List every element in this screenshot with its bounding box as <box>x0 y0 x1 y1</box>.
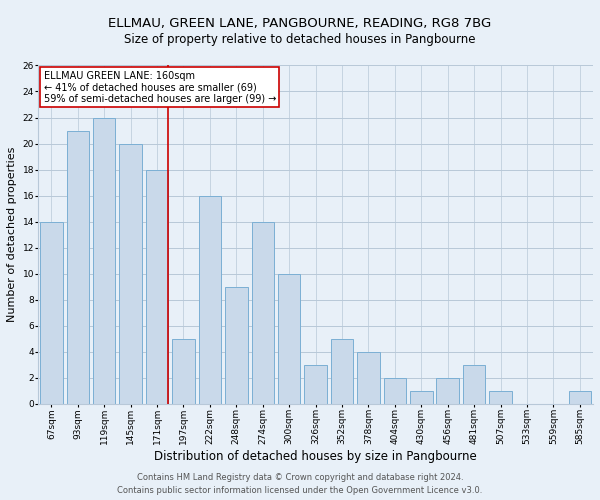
Bar <box>463 365 485 404</box>
Bar <box>331 339 353 404</box>
Bar <box>40 222 62 404</box>
Bar <box>199 196 221 404</box>
Text: Contains HM Land Registry data © Crown copyright and database right 2024.
Contai: Contains HM Land Registry data © Crown c… <box>118 474 482 495</box>
Bar <box>172 339 195 404</box>
Bar <box>119 144 142 404</box>
Text: ELLMAU, GREEN LANE, PANGBOURNE, READING, RG8 7BG: ELLMAU, GREEN LANE, PANGBOURNE, READING,… <box>109 18 491 30</box>
Bar <box>490 391 512 404</box>
Bar <box>410 391 433 404</box>
Bar <box>569 391 591 404</box>
Bar <box>383 378 406 404</box>
Text: Size of property relative to detached houses in Pangbourne: Size of property relative to detached ho… <box>124 32 476 46</box>
Bar <box>278 274 301 404</box>
Y-axis label: Number of detached properties: Number of detached properties <box>7 147 17 322</box>
Bar <box>67 130 89 404</box>
Bar <box>146 170 169 404</box>
Bar <box>225 287 248 404</box>
Bar <box>251 222 274 404</box>
Text: ELLMAU GREEN LANE: 160sqm
← 41% of detached houses are smaller (69)
59% of semi-: ELLMAU GREEN LANE: 160sqm ← 41% of detac… <box>44 70 276 104</box>
Bar <box>93 118 115 404</box>
Bar <box>357 352 380 404</box>
Bar <box>436 378 459 404</box>
X-axis label: Distribution of detached houses by size in Pangbourne: Distribution of detached houses by size … <box>154 450 477 463</box>
Bar <box>304 365 327 404</box>
